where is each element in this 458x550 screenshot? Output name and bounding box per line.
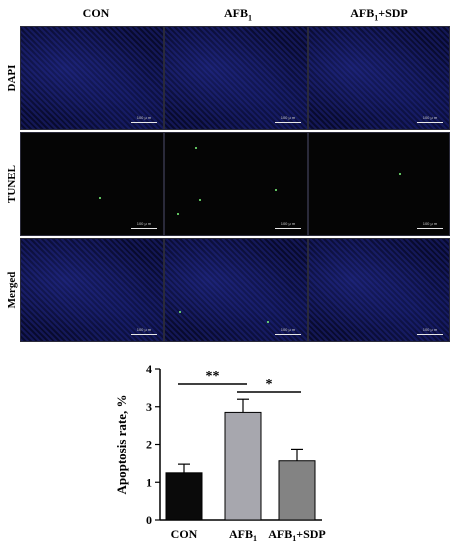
- x-tick-label: AFB1+SDP: [268, 527, 326, 543]
- scale-bar: 100 μ m: [275, 327, 301, 335]
- column-header-label: CON: [82, 6, 110, 20]
- column-header-afb1-sdp: AFB1+SDP: [304, 6, 454, 22]
- y-tick-label: 3: [146, 400, 152, 414]
- scale-bar: 100 μ m: [417, 221, 443, 229]
- column-header-label: AFB: [224, 6, 248, 20]
- column-header-label: AFB: [350, 6, 375, 20]
- column-header-con: CON: [21, 6, 171, 21]
- y-axis-label: Apoptosis rate, %: [114, 394, 129, 494]
- scale-bar: 100 μ m: [131, 221, 157, 229]
- bar: [224, 411, 262, 521]
- scale-bar: 100 μ m: [417, 115, 443, 123]
- x-tick-label: CON: [171, 527, 198, 541]
- panel-merged-afb1-sdp: 100 μ m: [308, 238, 450, 342]
- panel-merged-con: 100 μ m: [20, 238, 164, 342]
- panel-dapi-con: 100 μ m: [20, 26, 164, 130]
- significance-label: **: [206, 369, 220, 384]
- column-header-subscript: 1: [248, 13, 252, 23]
- bar: [278, 460, 316, 521]
- y-tick-label: 0: [146, 513, 152, 527]
- column-header-subscript: 1: [374, 13, 379, 23]
- column-header-afb1: AFB1: [163, 6, 313, 22]
- scale-bar: 100 μ m: [131, 327, 157, 335]
- x-tick-label: AFB1: [229, 527, 257, 543]
- scale-bar: 100 μ m: [275, 115, 301, 123]
- panel-tunel-afb1: 100 μ m: [164, 132, 308, 236]
- panel-dapi-afb1-sdp: 100 μ m: [308, 26, 450, 130]
- scale-bar: 100 μ m: [275, 221, 301, 229]
- scale-bar: 100 μ m: [131, 115, 157, 123]
- y-tick-label: 1: [146, 475, 152, 489]
- scale-bar: 100 μ m: [417, 327, 443, 335]
- y-tick-label: 4: [146, 362, 152, 376]
- panel-dapi-afb1: 100 μ m: [164, 26, 308, 130]
- panel-tunel-afb1-sdp: 100 μ m: [308, 132, 450, 236]
- panel-merged-afb1: 100 μ m: [164, 238, 308, 342]
- y-tick-label: 2: [146, 438, 152, 452]
- column-header-suffix: +SDP: [378, 6, 408, 20]
- panel-tunel-con: 100 μ m: [20, 132, 164, 236]
- bar: [165, 472, 203, 521]
- significance-label: *: [266, 377, 273, 392]
